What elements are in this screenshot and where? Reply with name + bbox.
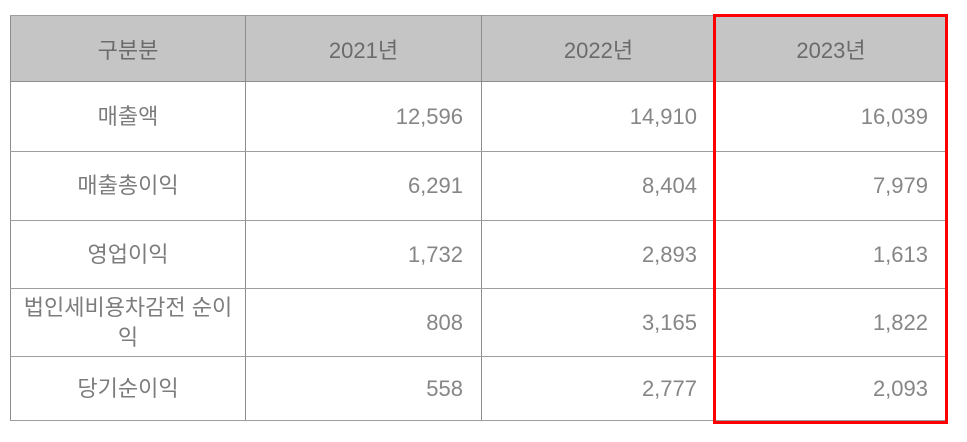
- row-label: 법인세비용차감전 순이익: [10, 287, 246, 358]
- cell-2022: 2,777: [481, 356, 716, 422]
- row-label: 당기순이익: [10, 356, 246, 422]
- table-row-revenue: 매출액 12,596 14,910 16,039: [10, 81, 947, 152]
- table-row-gross-profit: 매출총이익 6,291 8,404 7,979: [10, 151, 947, 221]
- cell-2021: 6,291: [245, 151, 482, 221]
- cell-2021: 1,732: [245, 220, 482, 289]
- financial-table-container: 구분분 2021년 2022년 2023년 매출액 12,596 14,910 …: [10, 15, 947, 422]
- cell-2021: 558: [245, 356, 482, 422]
- table-row-pretax-income: 법인세비용차감전 순이익 808 3,165 1,822: [10, 287, 947, 358]
- table-header-row: 구분분 2021년 2022년 2023년: [10, 15, 947, 82]
- cell-2022: 14,910: [481, 81, 716, 152]
- cell-2021: 808: [245, 287, 482, 358]
- row-label: 매출총이익: [10, 151, 246, 221]
- column-header-category: 구분분: [10, 15, 246, 82]
- table-row-net-income: 당기순이익 558 2,777 2,093: [10, 356, 947, 422]
- cell-2022: 2,893: [481, 220, 716, 289]
- table-row-operating-profit: 영업이익 1,732 2,893 1,613: [10, 220, 947, 289]
- column-header-2023: 2023년: [715, 15, 947, 82]
- column-header-2022: 2022년: [481, 15, 716, 82]
- cell-2023: 7,979: [715, 151, 947, 221]
- financial-table: 구분분 2021년 2022년 2023년 매출액 12,596 14,910 …: [10, 15, 947, 422]
- cell-2022: 3,165: [481, 287, 716, 358]
- row-label: 매출액: [10, 81, 246, 152]
- column-header-2021: 2021년: [245, 15, 482, 82]
- cell-2023: 2,093: [715, 356, 947, 422]
- cell-2023: 1,613: [715, 220, 947, 289]
- cell-2022: 8,404: [481, 151, 716, 221]
- cell-2023: 16,039: [715, 81, 947, 152]
- cell-2023: 1,822: [715, 287, 947, 358]
- cell-2021: 12,596: [245, 81, 482, 152]
- row-label: 영업이익: [10, 220, 246, 289]
